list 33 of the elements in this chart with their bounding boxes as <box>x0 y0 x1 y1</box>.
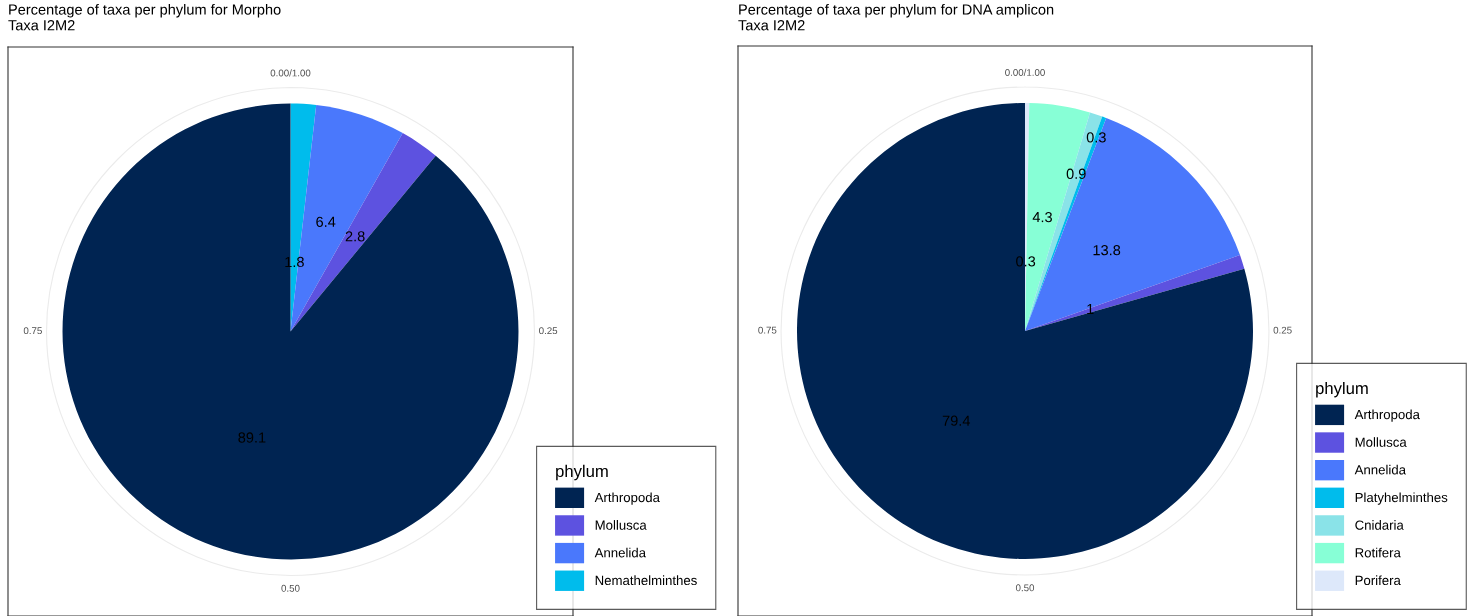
legend-label: Nemathelminthes <box>595 575 697 586</box>
data-label: 13.8 <box>1093 245 1121 256</box>
text: 0.75 <box>758 326 777 334</box>
data-label: 4.3 <box>1032 211 1052 223</box>
data-label: 0.3 <box>1086 132 1106 143</box>
chart-subtitle: Taxa I2M2 <box>738 20 805 31</box>
chart-title: Percentage of taxa per phylum for Morpho <box>9 4 281 18</box>
legend-label: Mollusca <box>595 520 647 530</box>
text: 0.00/1.00 <box>270 69 311 77</box>
chart-title: Percentage of taxa per phylum for DNA amplicon <box>739 4 1054 18</box>
legend-label: Rotifera <box>1355 547 1401 558</box>
data-label: 89.1 <box>238 432 266 443</box>
legend-label: Annelida <box>1354 464 1407 475</box>
data-label: 2.8 <box>345 231 365 242</box>
text: 0.00/1.00 <box>1005 68 1045 76</box>
legend-label: Cnidaria <box>1355 520 1404 530</box>
text: 0.75 <box>23 327 42 335</box>
chart-subtitle: Taxa I2M2 <box>8 20 75 31</box>
legend-title: phylum <box>1316 381 1368 398</box>
data-label: 79.4 <box>942 415 971 426</box>
legend-label: Arthropoda <box>1354 409 1420 422</box>
text: 0.50 <box>281 584 300 592</box>
text: 0.25 <box>1273 326 1292 334</box>
legend-title: phylum <box>556 464 608 481</box>
data-label: 1 <box>1087 304 1094 315</box>
text: 0.25 <box>539 327 558 335</box>
text: 0.50 <box>1015 584 1035 592</box>
data-label: 6.4 <box>316 216 336 227</box>
legend-label: Mollusca <box>1355 437 1407 447</box>
legend-label: Porifera <box>1355 575 1401 586</box>
legend-label: Arthropoda <box>594 492 660 505</box>
legend-label: Platyhelminthes <box>1355 492 1448 505</box>
legend-label: Annelida <box>594 547 647 558</box>
